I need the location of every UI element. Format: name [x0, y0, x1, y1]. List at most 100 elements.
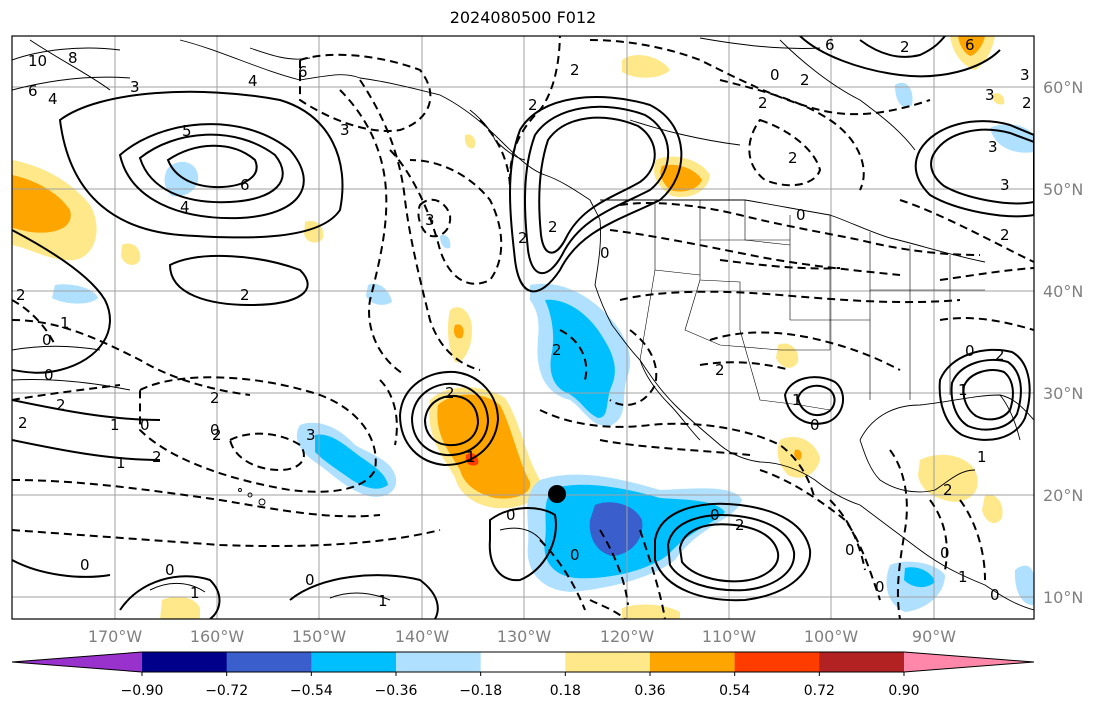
contour-label: 10 [28, 52, 47, 70]
contour-label: 0 [875, 578, 885, 596]
contour-label: 2 [570, 61, 580, 79]
lat-label: 40°N [1043, 282, 1083, 301]
contour-label: 0 [990, 586, 1000, 604]
contour-label: 2 [1022, 94, 1032, 112]
lon-label: 100°W [804, 627, 859, 646]
colorbar-tick-label: 0.36 [634, 683, 665, 699]
colorbar-tick-label: −0.54 [290, 683, 333, 699]
shade-negative-patch [315, 434, 388, 489]
contour-label: 1 [378, 592, 388, 610]
contour-label: 3 [425, 211, 435, 229]
contour-label: 5 [182, 122, 192, 140]
contour-label: 2 [943, 481, 953, 499]
colorbar-segment [396, 652, 482, 672]
shade-positive-patch [982, 494, 1003, 524]
shade-negative-patch [992, 93, 1005, 105]
contour-label: 1 [60, 314, 70, 332]
shade-negative-patch [1014, 565, 1034, 606]
contour-label: 1 [190, 584, 200, 602]
latitude-labels: 60°N 50°N 40°N 30°N 20°N 10°N [1043, 78, 1083, 607]
contour-label: 3 [340, 121, 350, 139]
lon-label: 170°W [88, 627, 143, 646]
contour-label: 3 [306, 426, 316, 444]
contour-label: 2 [212, 426, 222, 444]
contour-label: 0 [965, 342, 975, 360]
contour-label: 0 [42, 331, 52, 349]
shade-positive-patch [121, 243, 141, 265]
map-plot-area: 10 8 6 4 3 4 6 6 5 2 4 6 3 2 2 0 2 3 2 3… [12, 36, 1034, 619]
contour-label: 2 [56, 396, 66, 414]
solid-contours [12, 36, 1034, 619]
colorbar-segment [226, 652, 312, 672]
shade-positive-patch [660, 164, 702, 192]
colorbar-segment [311, 652, 397, 672]
storm-marker-dot [548, 485, 566, 503]
contour-label: 0 [140, 416, 150, 434]
contour-label: 2 [715, 361, 725, 379]
colorbar-tick-label: 0.18 [550, 683, 581, 699]
contour-label: 1 [958, 568, 968, 586]
contour-label: 2 [758, 94, 768, 112]
colorbar-tick-label: −0.18 [459, 683, 502, 699]
shade-positive-patch [437, 394, 531, 499]
contour-label: 3 [130, 78, 140, 96]
contour-label: 6 [298, 63, 308, 81]
shade-positive-patch [622, 604, 680, 619]
shading-layer [12, 36, 1034, 619]
lat-label: 20°N [1043, 486, 1083, 505]
shade-negative-patch [545, 299, 615, 418]
coastlines [179, 39, 1034, 611]
colorbar-segment [480, 652, 566, 672]
contour-label: 0 [770, 66, 780, 84]
shade-positive-patch [958, 36, 985, 56]
contour-label: 2 [788, 149, 798, 167]
contour-label: 2 [18, 414, 28, 432]
contour-label: 3 [985, 86, 995, 104]
contour-label: 0 [165, 561, 175, 579]
shade-negative-patch [895, 82, 913, 108]
contour-label: 2 [800, 71, 810, 89]
shade-positive-patch [794, 449, 802, 460]
contour-label: 2 [518, 229, 528, 247]
lon-label: 130°W [497, 627, 552, 646]
colorbar-segment [904, 652, 1034, 672]
contour-label: 1 [116, 454, 126, 472]
contour-label: 3 [1020, 66, 1030, 84]
shade-negative-patch [52, 284, 98, 304]
contour-label: 2 [735, 516, 745, 534]
shade-positive-patch [622, 55, 670, 78]
contour-label: 0 [710, 506, 720, 524]
lat-label: 60°N [1043, 78, 1083, 97]
lat-label: 30°N [1043, 384, 1083, 403]
colorbar [11, 651, 1035, 673]
contour-label: 1 [977, 448, 987, 466]
thin-contours [12, 37, 821, 601]
colorbar-segment [819, 652, 905, 672]
shade-positive-patch [453, 324, 464, 339]
contour-label: 0 [810, 416, 820, 434]
contour-label: 2 [1000, 226, 1010, 244]
contour-label: 8 [68, 49, 78, 67]
shade-positive-patch [776, 343, 799, 368]
contour-label: 2 [152, 448, 162, 466]
shade-negative-patch [440, 234, 451, 249]
contour-label: 0 [796, 206, 806, 224]
contour-label: 0 [600, 244, 610, 262]
contour-label: 4 [48, 90, 58, 108]
contour-label: 2 [548, 218, 558, 236]
contour-label: 1 [958, 381, 968, 399]
colorbar-tick-label: 0.72 [804, 683, 835, 699]
colorbar-tick-label: −0.90 [121, 683, 164, 699]
contour-label: 6 [240, 176, 250, 194]
contour-label: 6 [965, 36, 975, 54]
contour-label: 2 [16, 286, 26, 304]
contour-label: 0 [80, 556, 90, 574]
gridlines [12, 36, 1034, 619]
contour-label: 2 [445, 384, 455, 402]
shade-negative-patch [904, 567, 935, 588]
map-title: 2024080500 F012 [449, 8, 597, 27]
longitude-labels: 170°W 160°W 150°W 140°W 130°W 120°W 110°… [88, 627, 956, 646]
contour-label: 2 [900, 38, 910, 56]
colorbar-ticks: −0.90 −0.72 −0.54 −0.36 −0.18 0.18 0.36 0.54 0.7… [121, 672, 920, 699]
